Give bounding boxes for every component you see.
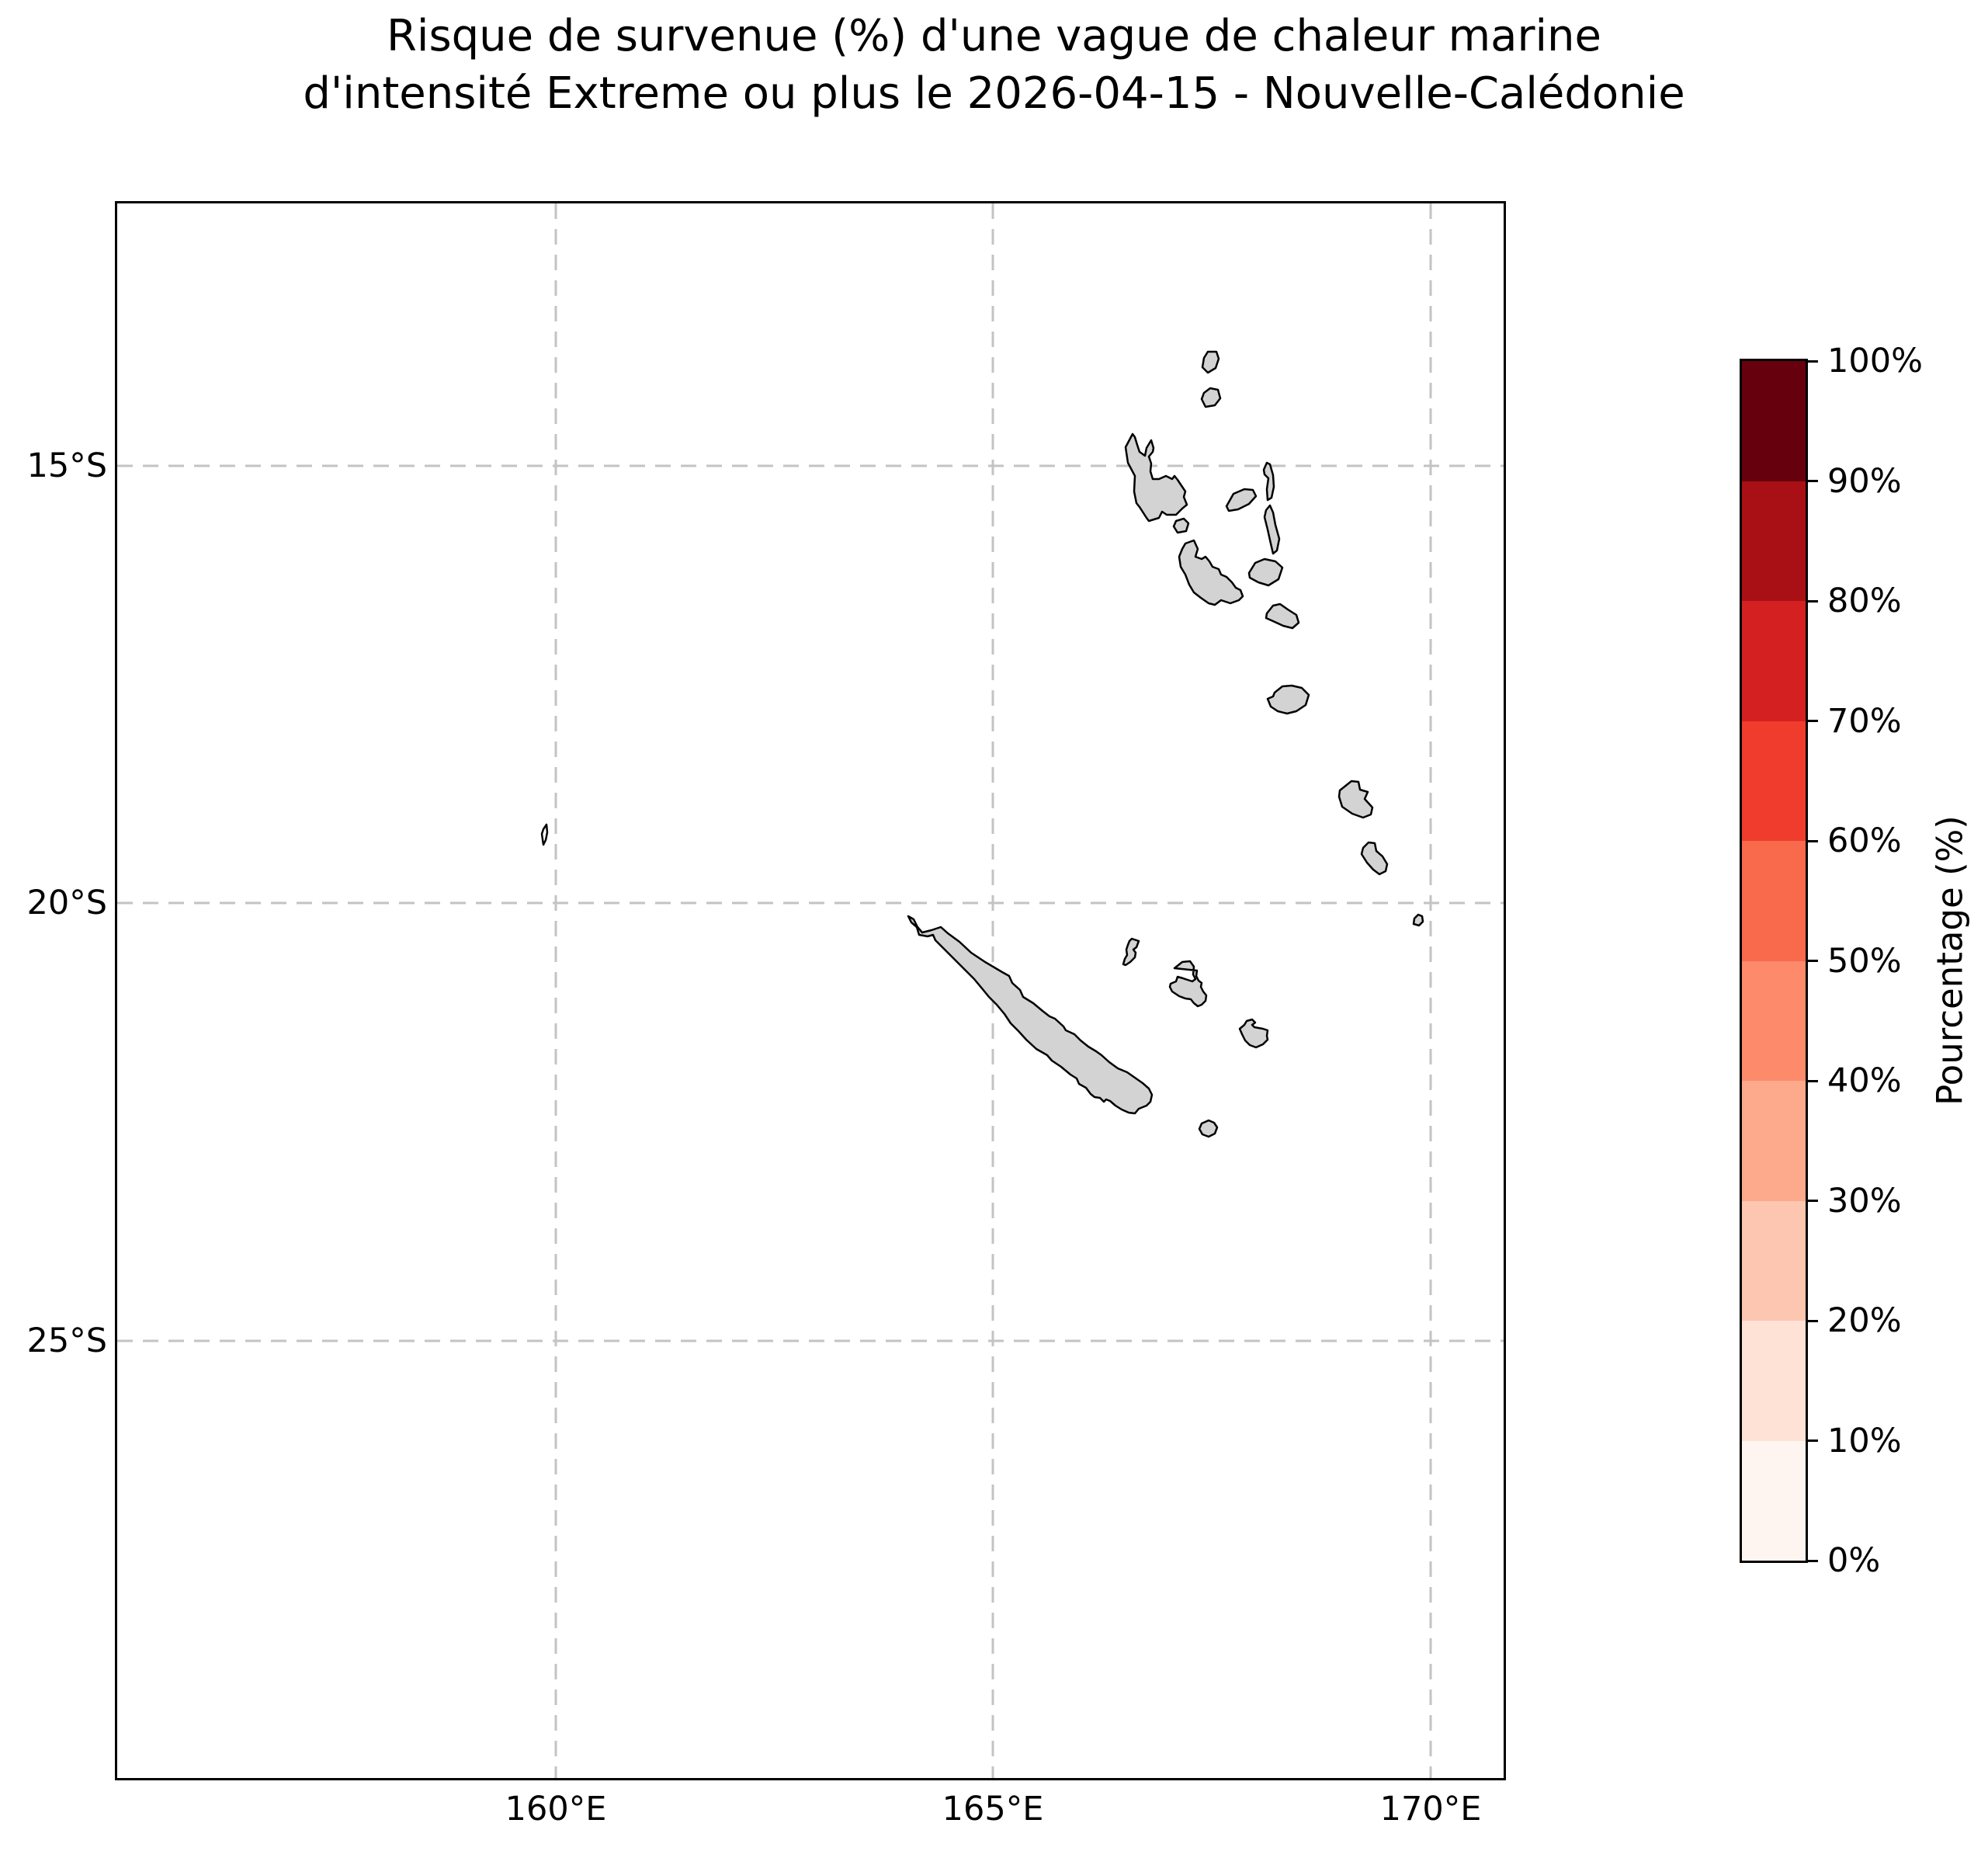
colorbar-tick-mark bbox=[1806, 359, 1818, 363]
aneityum-island bbox=[1412, 913, 1424, 927]
title-line-1: Risque de survenue (%) d'une vague de ch… bbox=[386, 11, 1602, 61]
y-axis-tick-label: 15°S bbox=[26, 446, 107, 485]
colorbar-tick-label: 90% bbox=[1827, 461, 1902, 501]
efate-island bbox=[1266, 684, 1310, 715]
colorbar-tick-mark bbox=[1806, 1319, 1818, 1322]
colorbar-tick-mark bbox=[1806, 1079, 1818, 1082]
ouvea-island bbox=[1122, 937, 1140, 967]
colorbar-segment bbox=[1742, 1440, 1806, 1561]
colorbar-tick-mark bbox=[1806, 839, 1818, 842]
colorbar-segment bbox=[1742, 1321, 1806, 1441]
colorbar-tick-label: 30% bbox=[1827, 1181, 1902, 1221]
lifou-island bbox=[1168, 960, 1208, 1008]
ambae-island bbox=[1225, 488, 1258, 512]
colorbar-tick-label: 60% bbox=[1827, 821, 1902, 860]
ambrym-island bbox=[1247, 557, 1284, 587]
title-line-2: d'intensité Extreme ou plus le 2026-04-1… bbox=[303, 68, 1685, 119]
map-svg bbox=[117, 203, 1504, 1778]
erromango-island bbox=[1337, 780, 1374, 819]
colorbar-tick-label: 0% bbox=[1827, 1541, 1881, 1580]
colorbar-segment bbox=[1742, 841, 1806, 961]
malekula-island bbox=[1178, 539, 1244, 606]
malo-island bbox=[1172, 517, 1190, 534]
map-axes bbox=[115, 201, 1506, 1780]
torres-island bbox=[1201, 350, 1220, 374]
colorbar-segment bbox=[1742, 960, 1806, 1081]
colorbar-tick-mark bbox=[1806, 1439, 1818, 1442]
colorbar-tick-label: 10% bbox=[1827, 1421, 1902, 1460]
colorbar-tick-label: 20% bbox=[1827, 1301, 1902, 1340]
maewo-island bbox=[1262, 461, 1275, 502]
colorbar-segment bbox=[1742, 1200, 1806, 1321]
colorbar-segment bbox=[1742, 1081, 1806, 1201]
ile-des-pins-island bbox=[1198, 1119, 1219, 1138]
colorbar-tick-label: 50% bbox=[1827, 941, 1902, 981]
colorbar-tick-mark bbox=[1806, 960, 1818, 962]
y-axis-tick-label: 25°S bbox=[26, 1321, 107, 1360]
colorbar-axis-label: Pourcentage (%) bbox=[1929, 815, 1971, 1106]
x-axis-tick-label: 160°E bbox=[505, 1790, 607, 1828]
colorbar-segment bbox=[1742, 721, 1806, 841]
colorbar-tick-mark bbox=[1806, 1200, 1818, 1202]
colorbar-tick-label: 80% bbox=[1827, 582, 1902, 620]
colorbar bbox=[1740, 359, 1808, 1563]
tanna-island bbox=[1360, 841, 1389, 876]
mare-island bbox=[1238, 1018, 1269, 1049]
colorbar-tick-mark bbox=[1806, 599, 1818, 603]
colorbar-tick-mark bbox=[1806, 720, 1818, 722]
colorbar-tick-label: 70% bbox=[1827, 701, 1902, 741]
epi-island bbox=[1265, 603, 1300, 630]
colorbar-tick-mark bbox=[1806, 1559, 1818, 1562]
x-axis-tick-label: 170°E bbox=[1379, 1790, 1482, 1828]
colorbar-segment bbox=[1742, 601, 1806, 721]
west-islet bbox=[540, 823, 549, 846]
colorbar-segment bbox=[1742, 361, 1806, 481]
gaua-island bbox=[1200, 387, 1222, 408]
espiritu-santo-island bbox=[1124, 432, 1188, 523]
grande-terre-island bbox=[907, 915, 1154, 1115]
x-axis-tick-label: 165°E bbox=[942, 1790, 1044, 1828]
colorbar-tick-label: 100% bbox=[1827, 342, 1923, 380]
colorbar-tick-label: 40% bbox=[1827, 1061, 1902, 1100]
pentecost-island bbox=[1263, 504, 1281, 555]
colorbar-segment bbox=[1742, 481, 1806, 601]
chart-title: Risque de survenue (%) d'une vague de ch… bbox=[0, 8, 1988, 123]
y-axis-tick-label: 20°S bbox=[26, 884, 107, 922]
colorbar-tick-mark bbox=[1806, 480, 1818, 482]
